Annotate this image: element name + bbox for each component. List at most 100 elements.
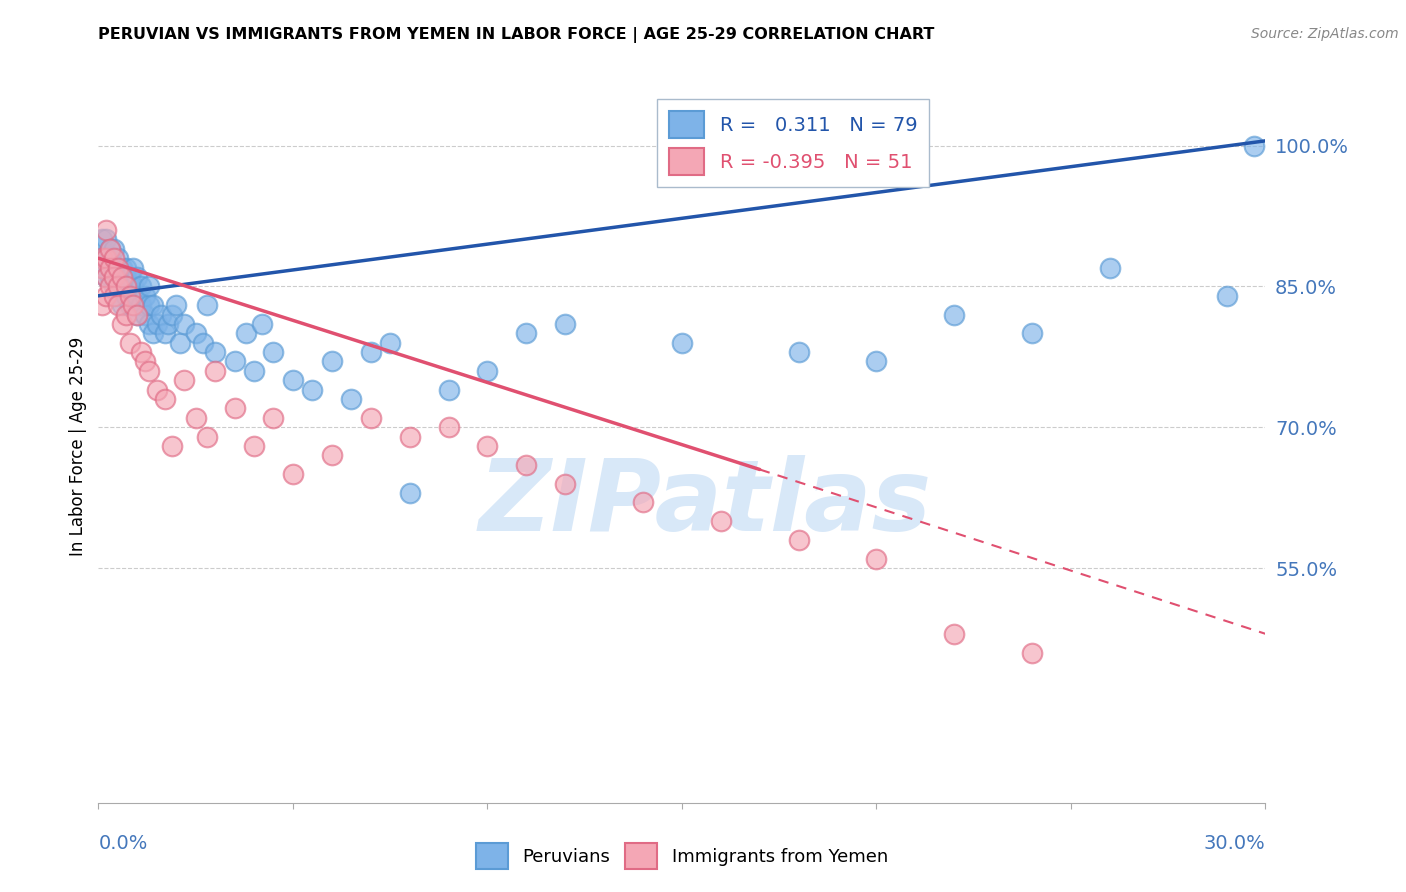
Point [1021,326,1043,341]
Point [162,439,184,453]
Point [127,289,149,303]
Point [262,410,284,425]
Point [98,242,121,256]
Point [224,354,246,368]
Point [103,279,125,293]
Point [477,364,499,378]
Point [98,242,121,256]
Point [107,251,129,265]
Point [96,270,118,285]
Point [710,514,733,528]
Point [138,364,160,378]
Point [107,279,129,293]
Point [146,383,169,397]
Point [111,270,134,285]
Point [1215,289,1237,303]
Point [224,401,246,416]
Point [98,279,121,293]
Point [91,232,114,246]
Point [127,270,149,285]
Point [111,317,134,331]
Point [96,289,118,303]
Point [865,354,887,368]
Point [138,298,160,312]
Point [134,289,156,303]
Point [321,354,343,368]
Point [91,251,114,265]
Point [91,260,114,275]
Point [134,354,156,368]
Point [787,533,810,547]
Point [129,298,152,312]
Point [98,260,121,275]
Point [114,279,136,293]
Point [103,289,125,303]
Point [165,298,187,312]
Point [235,326,257,341]
Point [91,260,114,275]
Point [477,439,499,453]
Point [118,335,141,350]
Point [127,308,149,322]
Point [107,260,129,275]
Point [195,429,218,443]
Point [173,373,195,387]
Point [162,308,184,322]
Point [118,289,141,303]
Point [142,298,165,312]
Point [91,298,114,312]
Point [111,260,134,275]
Point [515,326,537,341]
Point [173,317,195,331]
Point [138,279,160,293]
Point [321,449,343,463]
Point [103,260,125,275]
Point [129,279,152,293]
Point [193,335,215,350]
Point [107,270,129,285]
Point [122,260,145,275]
Point [671,335,693,350]
Point [98,251,121,265]
Point [184,326,207,341]
Point [96,270,118,285]
Point [169,335,191,350]
Point [340,392,363,406]
Point [122,289,145,303]
Point [554,476,576,491]
Point [96,251,118,265]
Point [107,260,129,275]
Point [122,279,145,293]
Point [138,317,160,331]
Point [262,345,284,359]
Point [103,242,125,256]
Point [98,270,121,285]
Point [98,260,121,275]
Point [114,308,136,322]
Point [149,308,172,322]
Text: 0.0%: 0.0% [98,834,148,853]
Point [153,392,176,406]
Point [107,289,129,303]
Point [204,345,226,359]
Point [122,298,145,312]
Point [943,308,966,322]
Point [437,420,460,434]
Point [437,383,460,397]
Point [787,345,810,359]
Point [301,383,323,397]
Point [1021,646,1043,660]
Point [134,308,156,322]
Point [1243,138,1265,153]
Text: PERUVIAN VS IMMIGRANTS FROM YEMEN IN LABOR FORCE | AGE 25-29 CORRELATION CHART: PERUVIAN VS IMMIGRANTS FROM YEMEN IN LAB… [98,27,935,43]
Point [943,627,966,641]
Point [96,251,118,265]
Text: Source: ZipAtlas.com: Source: ZipAtlas.com [1251,27,1399,41]
Point [118,270,141,285]
Point [378,335,402,350]
Point [865,551,887,566]
Point [114,260,136,275]
Point [96,260,118,275]
Point [111,298,134,312]
Point [111,279,134,293]
